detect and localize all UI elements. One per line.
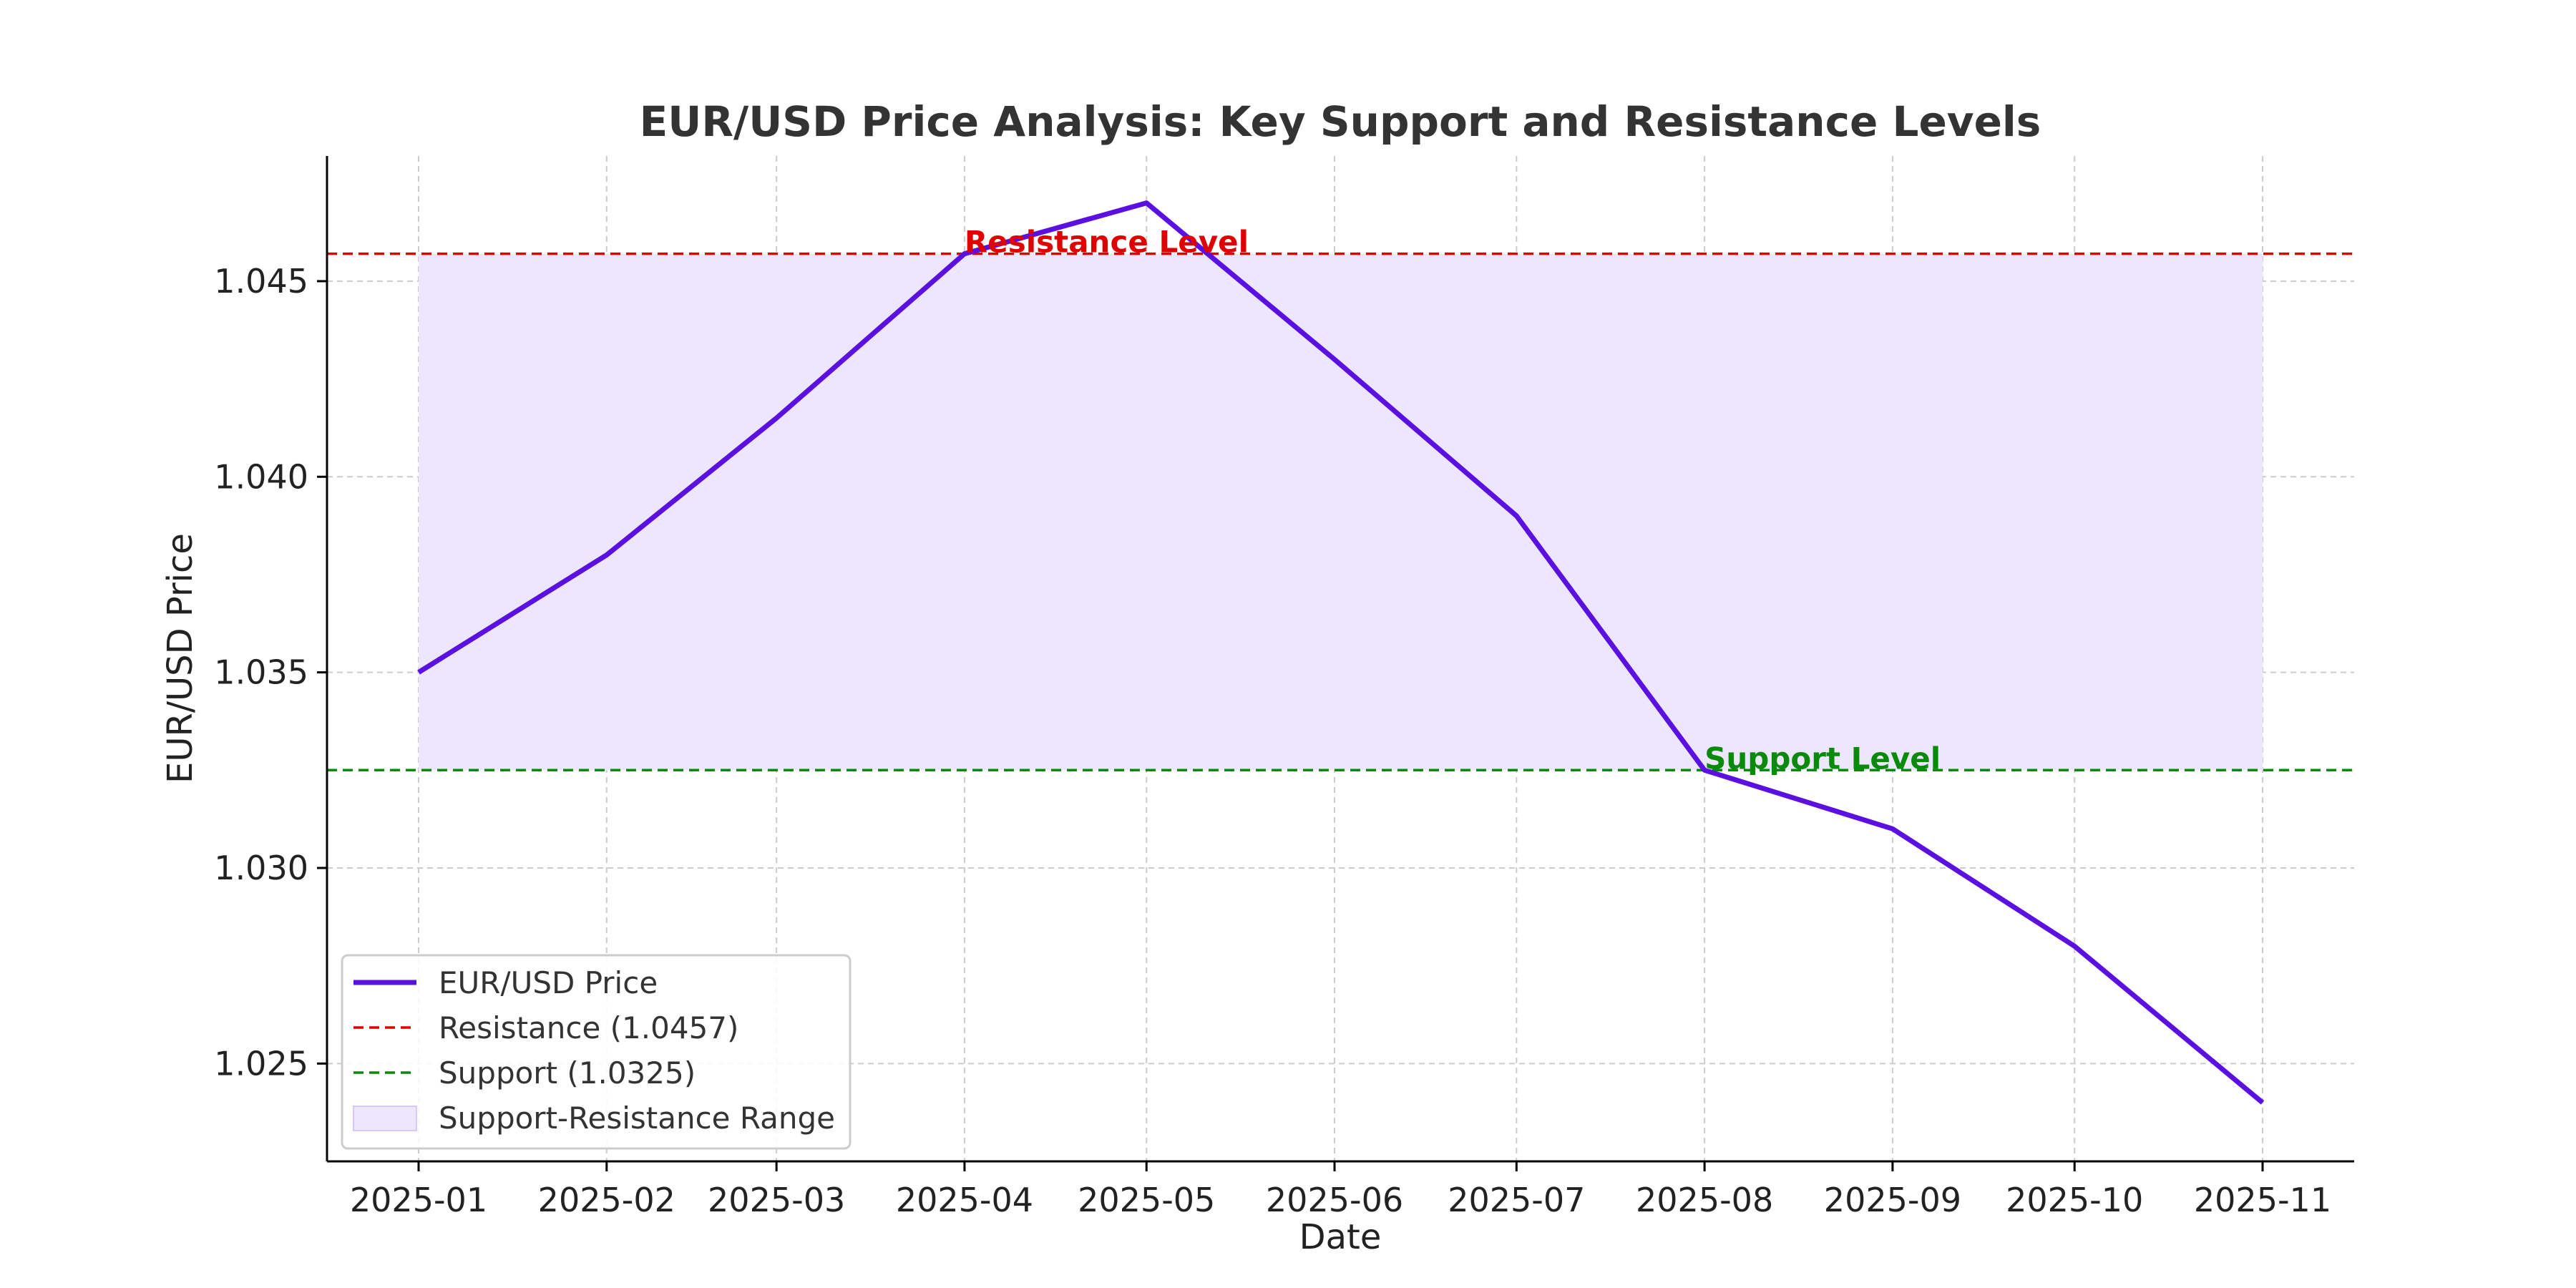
- y-tick-label: 1.045: [214, 262, 308, 301]
- x-tick-label: 2025-08: [1636, 1181, 1773, 1219]
- x-tick-label: 2025-06: [1266, 1181, 1403, 1219]
- x-tick-label: 2025-02: [538, 1181, 675, 1219]
- y-tick-label: 1.025: [214, 1044, 308, 1083]
- x-tick-label: 2025-01: [350, 1181, 487, 1219]
- x-tick-label: 2025-04: [896, 1181, 1033, 1219]
- x-tick-label: 2025-09: [1824, 1181, 1961, 1219]
- y-axis-label: EUR/USD Price: [160, 533, 200, 784]
- legend-range-label: Support-Resistance Range: [439, 1101, 835, 1136]
- legend-price-label: EUR/USD Price: [439, 965, 658, 1000]
- y-tick-label: 1.035: [214, 653, 308, 692]
- x-axis-label: Date: [1299, 1217, 1382, 1257]
- x-tick-label: 2025-10: [2006, 1181, 2143, 1219]
- x-tick-label: 2025-03: [708, 1181, 845, 1219]
- support-annotation: Support Level: [1704, 741, 1941, 776]
- legend-range-swatch: [353, 1106, 417, 1131]
- y-tick-label: 1.040: [214, 457, 308, 496]
- x-tick-label: 2025-07: [1448, 1181, 1585, 1219]
- x-tick-label: 2025-05: [1078, 1181, 1215, 1219]
- legend-resistance-label: Resistance (1.0457): [439, 1010, 738, 1045]
- price-series-line: [417, 200, 2265, 1105]
- x-axis-ticks: 2025-01 2025-02 2025-03 2025-04 2025-05 2025-…: [350, 1161, 2331, 1219]
- legend-box: [341, 954, 852, 1150]
- y-axis-ticks: 1.025 1.030 1.035 1.040 1.045: [214, 262, 327, 1083]
- legend-support-label: Support (1.0325): [439, 1055, 696, 1091]
- x-tick-label: 2025-11: [2194, 1181, 2331, 1219]
- support-resistance-range-band: [419, 253, 2263, 771]
- resistance-annotation: Resistance Level: [965, 225, 1249, 260]
- legend: EUR/USD Price Resistance (1.0457) Suppor…: [341, 954, 852, 1150]
- y-tick-label: 1.030: [214, 849, 308, 887]
- chart-title: EUR/USD Price Analysis: Key Support and …: [640, 97, 2041, 146]
